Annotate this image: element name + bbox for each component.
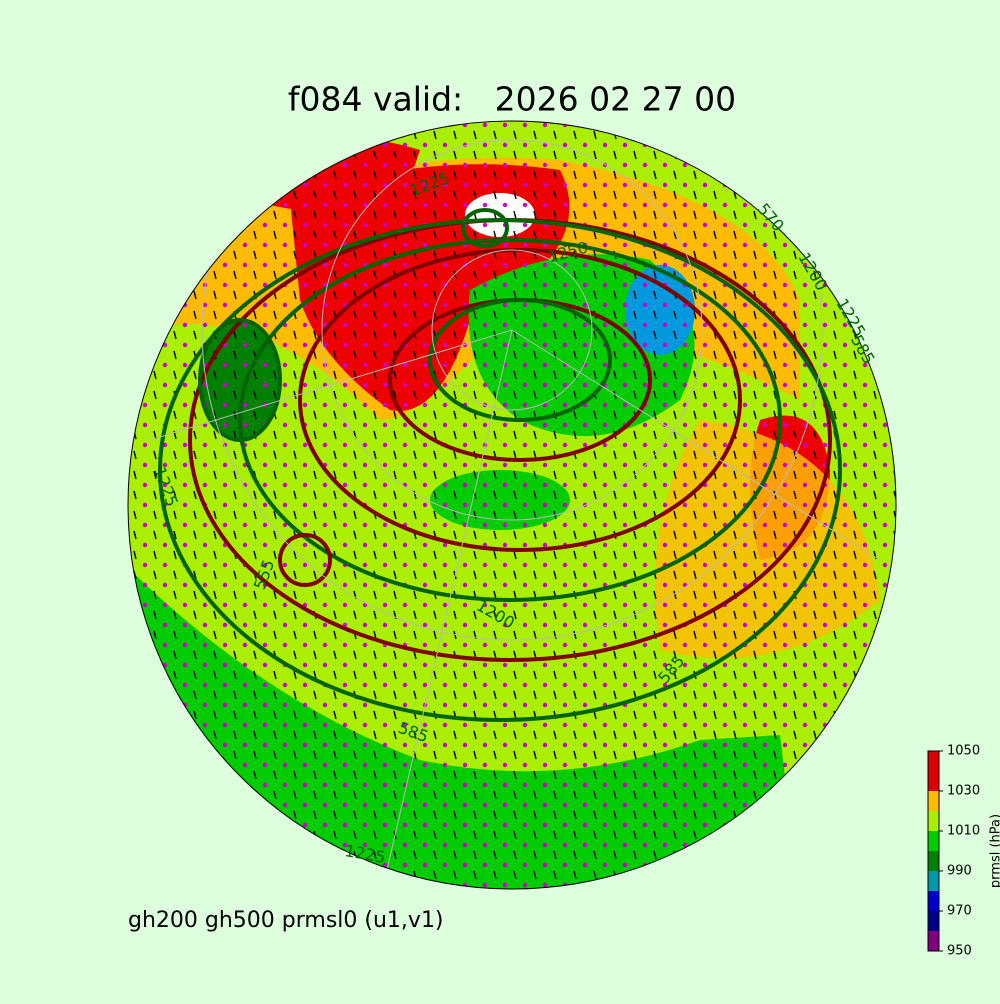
colorbar-label: prmsl (hPa): [989, 814, 1000, 888]
colorbar-tick-label: 970: [947, 904, 972, 919]
colorbar-tick-label: 1010: [947, 824, 980, 839]
colorbar-band: [928, 851, 939, 871]
colorbar: 950 970 990 1010 1030 1050: [928, 744, 980, 959]
map-footer: gh200 gh500 prmsl0 (u1,v1): [128, 908, 444, 933]
colorbar-band: [928, 811, 939, 831]
colorbar-band: [928, 871, 939, 891]
colorbar-band: [928, 891, 939, 911]
map-title: f084 valid: 2026 02 27 00: [288, 80, 736, 119]
colorbar-band: [928, 751, 939, 791]
colorbar-tick-label: 1030: [947, 784, 980, 799]
colorbar-band: [928, 791, 939, 811]
colorbar-band: [928, 911, 939, 931]
colorbar-tick-label: 950: [947, 944, 972, 959]
colorbar-tick-label: 1050: [947, 744, 980, 759]
colorbar-band: [928, 931, 939, 951]
colorbar-band: [928, 831, 939, 851]
colorbar-tick-label: 990: [947, 864, 972, 879]
